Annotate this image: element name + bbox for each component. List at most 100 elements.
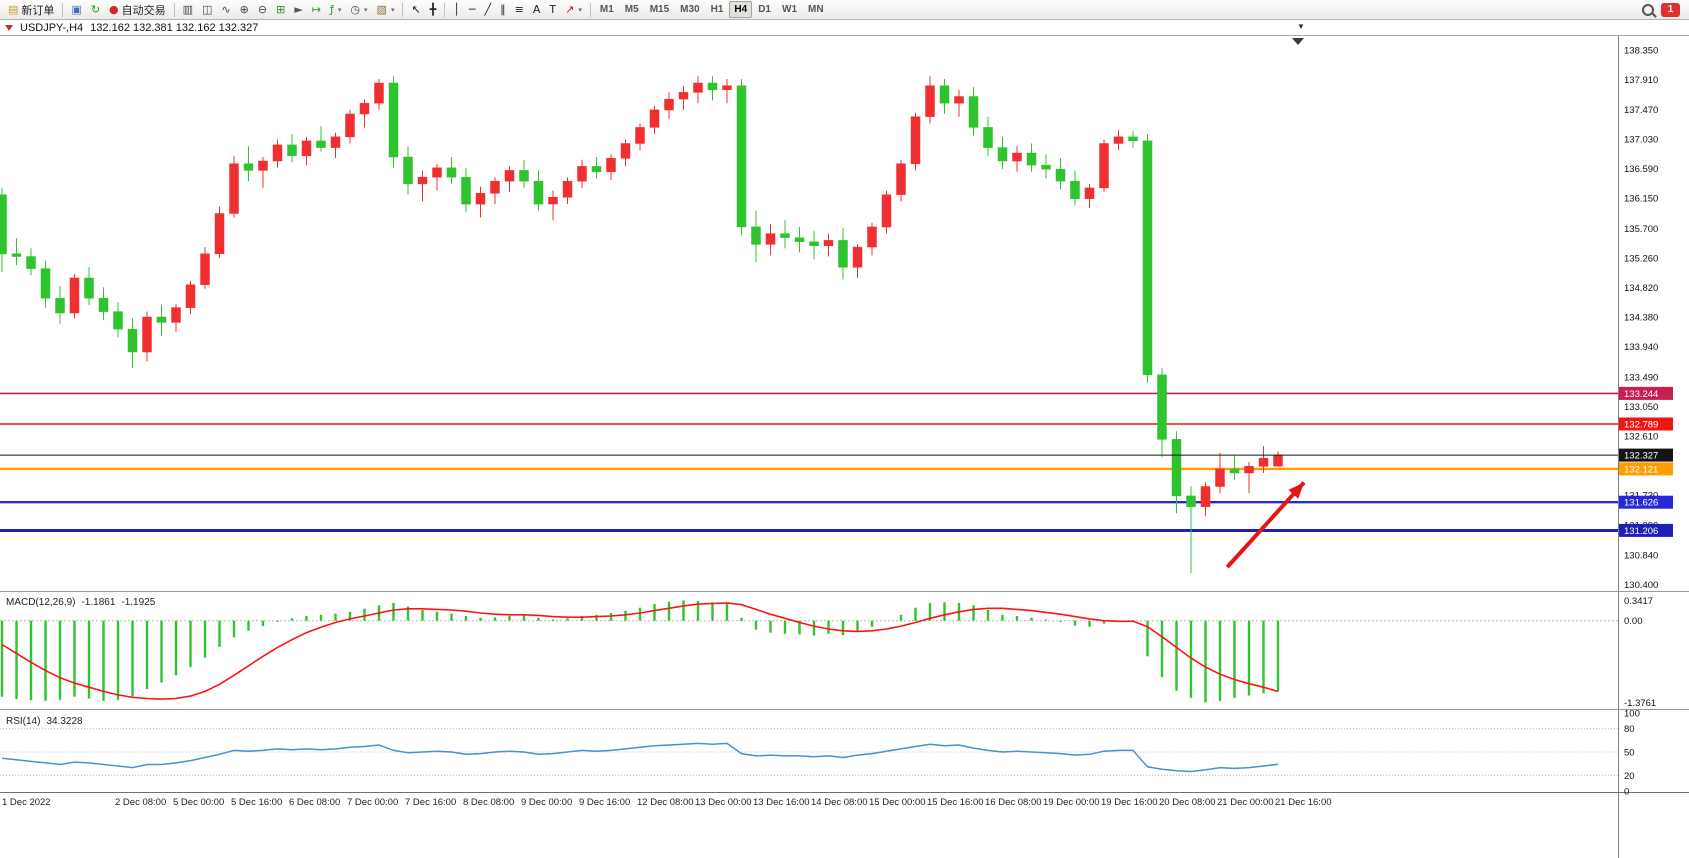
svg-text:5 Dec 16:00: 5 Dec 16:00 <box>231 797 282 808</box>
chart-shift-marker[interactable]: ▼ <box>1297 22 1305 31</box>
trendline-icon: ╱ <box>484 3 492 16</box>
svg-text:19 Dec 16:00: 19 Dec 16:00 <box>1101 797 1158 808</box>
timeframe-d1[interactable]: D1 <box>758 4 771 15</box>
vertical-line-icon: │ <box>453 3 460 16</box>
price-tags: 133.244 132.789 132.121 131.626 131.206 132.3… <box>1619 386 1673 537</box>
auto-scroll-button[interactable]: ► <box>290 0 306 19</box>
timeframe-mn[interactable]: MN <box>808 4 824 15</box>
tile-windows-icon: ⊞ <box>276 3 286 16</box>
timeframe-m15[interactable]: M15 <box>649 4 670 15</box>
bar-chart-icon: ▥ <box>182 3 194 16</box>
zoom-out-icon: ⊖ <box>257 3 268 16</box>
rsi-title: RSI(14) <box>6 716 41 727</box>
svg-text:0: 0 <box>1624 787 1629 798</box>
search-icon[interactable] <box>1642 3 1654 16</box>
text-label-button[interactable]: T <box>545 0 560 19</box>
time-axis[interactable]: 1 Dec 2022 2 Dec 08:00 5 Dec 00:00 5 Dec 16… <box>2 797 1332 808</box>
rsi-line <box>1 742 1279 773</box>
price-axis[interactable]: 138.350 137.910 137.470 137.030 136.590 136.1… <box>1624 46 1658 592</box>
crosshair-button[interactable]: ╋ <box>426 0 441 19</box>
svg-text:13 Dec 00:00: 13 Dec 00:00 <box>695 797 752 808</box>
svg-text:136.150: 136.150 <box>1624 194 1658 205</box>
svg-text:9 Dec 16:00: 9 Dec 16:00 <box>579 797 630 808</box>
svg-text:135.260: 135.260 <box>1624 253 1658 264</box>
chevron-down-icon: ▾ <box>364 6 368 14</box>
svg-text:21 Dec 16:00: 21 Dec 16:00 <box>1275 797 1332 808</box>
svg-text:12 Dec 08:00: 12 Dec 08:00 <box>637 797 694 808</box>
templates-button[interactable]: ▧ ▾ <box>373 0 399 19</box>
svg-text:16 Dec 08:00: 16 Dec 08:00 <box>985 797 1042 808</box>
periods-button[interactable]: ◷ ▾ <box>346 0 371 19</box>
trendline-button[interactable]: ╱ <box>481 0 496 19</box>
chart-shift-button[interactable]: ↦ <box>308 0 325 19</box>
arrows-button[interactable]: ↗ ▾ <box>561 0 586 19</box>
zoom-out-button[interactable]: ⊖ <box>254 0 271 19</box>
cursor-button[interactable]: ↖ <box>407 0 424 19</box>
svg-text:8 Dec 08:00: 8 Dec 08:00 <box>463 797 514 808</box>
svg-text:2 Dec 08:00: 2 Dec 08:00 <box>115 797 166 808</box>
line-chart-button[interactable]: ∿ <box>217 0 234 19</box>
horizontal-lines <box>0 392 1618 532</box>
svg-text:131.626: 131.626 <box>1624 498 1658 509</box>
bar-chart-button[interactable]: ▥ <box>179 0 197 19</box>
candlestick-chart-button[interactable]: ◫ <box>198 0 216 19</box>
svg-text:132.327: 132.327 <box>1624 451 1658 462</box>
channel-button[interactable]: ∥ <box>496 0 510 19</box>
notifications-badge[interactable]: 1 <box>1661 2 1680 17</box>
autotrading-button[interactable]: ● 自动交易 <box>105 0 170 19</box>
vertical-line-button[interactable]: │ <box>449 0 464 19</box>
svg-text:1 Dec 2022: 1 Dec 2022 <box>2 797 51 808</box>
svg-text:137.470: 137.470 <box>1624 105 1658 116</box>
toolbar-buttons: ▤ 新订单 ▣ ↻ ● 自动交易 ▥ ◫ ∿ ⊕ ⊖ ⊞ ► ↦ ƒ ▾ ◷ ▾ ▧ ▾ ↖ ╋ │ ─ ╱ ∥ ≡ A T ↗ ▾ <box>4 0 594 19</box>
chart-shift-marker[interactable] <box>1292 38 1304 45</box>
svg-text:15 Dec 00:00: 15 Dec 00:00 <box>869 797 926 808</box>
zoom-in-button[interactable]: ⊕ <box>236 0 253 19</box>
charts-window-button[interactable]: ▣ <box>67 0 85 19</box>
svg-text:137.910: 137.910 <box>1624 75 1658 86</box>
rsi-value: 34.3228 <box>46 716 83 727</box>
svg-text:50: 50 <box>1624 748 1635 759</box>
svg-text:137.030: 137.030 <box>1624 134 1658 145</box>
svg-text:131.206: 131.206 <box>1624 526 1658 537</box>
text-button[interactable]: A <box>529 0 545 19</box>
timeframe-m1[interactable]: M1 <box>599 4 614 15</box>
toolbar-separator <box>173 2 175 17</box>
cursor-icon: ↖ <box>411 3 421 16</box>
svg-text:133.940: 133.940 <box>1624 342 1658 353</box>
svg-text:134.820: 134.820 <box>1624 283 1658 294</box>
macd-indicator-label: MACD(12,26,9) -1.1861 -1.1925 <box>6 597 155 608</box>
refresh-button[interactable]: ↻ <box>87 0 104 19</box>
text-label-icon: T <box>549 3 557 16</box>
chart-collapse-icon[interactable] <box>5 24 13 31</box>
horizontal-line-icon: ─ <box>468 3 476 16</box>
macd-main-value: -1.1861 <box>81 597 116 608</box>
fibonacci-button[interactable]: ≡ <box>511 0 528 19</box>
timeframe-m5[interactable]: M5 <box>624 4 639 15</box>
clock-icon: ◷ <box>350 3 361 16</box>
indicators-button[interactable]: ƒ ▾ <box>326 0 345 19</box>
svg-text:133.050: 133.050 <box>1624 402 1658 413</box>
timeframe-h1[interactable]: H1 <box>710 4 724 15</box>
svg-text:19 Dec 00:00: 19 Dec 00:00 <box>1043 797 1100 808</box>
trend-arrow[interactable] <box>1225 481 1306 569</box>
chevron-down-icon: ▾ <box>337 6 342 14</box>
svg-text:5 Dec 00:00: 5 Dec 00:00 <box>173 797 224 808</box>
autotrading-button-label: 自动交易 <box>121 4 166 17</box>
line-chart-icon: ∿ <box>221 3 231 16</box>
timeframe-h4[interactable]: H4 <box>729 1 753 18</box>
svg-text:7 Dec 00:00: 7 Dec 00:00 <box>347 797 398 808</box>
indicators-icon: ƒ <box>330 3 334 16</box>
chevron-down-icon: ▾ <box>578 6 582 14</box>
chevron-down-icon: ▾ <box>390 6 395 14</box>
timeframe-m30[interactable]: M30 <box>680 4 700 15</box>
horizontal-line-button[interactable]: ─ <box>465 0 480 19</box>
svg-text:0.3417: 0.3417 <box>1624 596 1653 607</box>
tile-windows-button[interactable]: ⊞ <box>272 0 289 19</box>
new-order-button[interactable]: ▤ 新订单 <box>4 0 58 19</box>
svg-text:130.400: 130.400 <box>1624 580 1658 591</box>
svg-text:20 Dec 08:00: 20 Dec 08:00 <box>1159 797 1216 808</box>
timeframe-w1[interactable]: W1 <box>782 4 797 15</box>
svg-text:138.350: 138.350 <box>1624 46 1658 57</box>
svg-text:7 Dec 16:00: 7 Dec 16:00 <box>405 797 456 808</box>
